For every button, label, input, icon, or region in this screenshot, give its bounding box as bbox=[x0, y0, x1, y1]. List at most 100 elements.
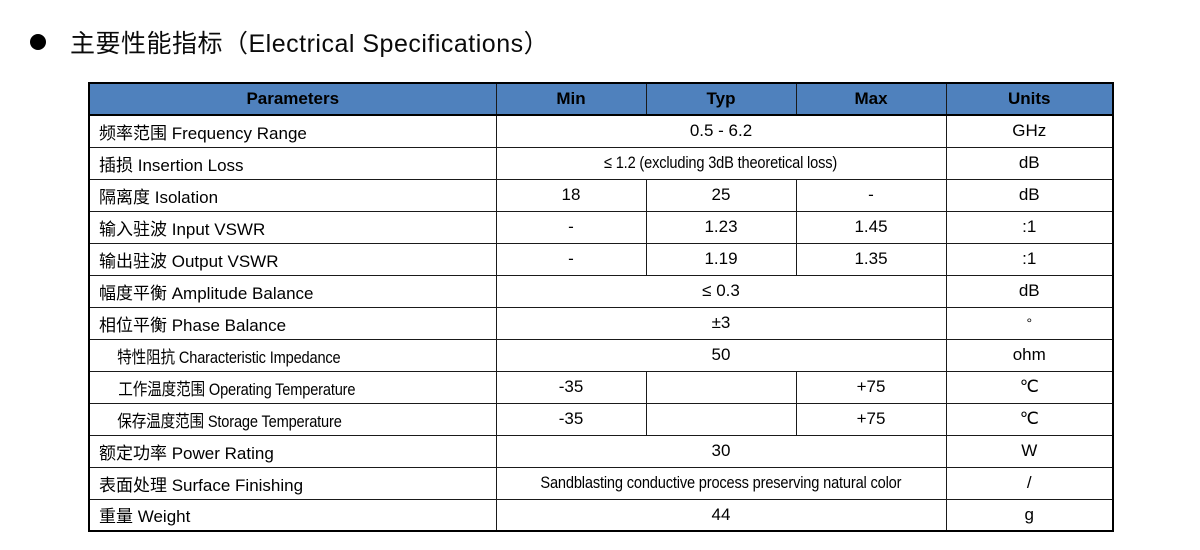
value-cell-text: ±3 bbox=[711, 313, 731, 332]
typ-cell-text: 1.19 bbox=[704, 249, 738, 268]
units-cell: dB bbox=[945, 274, 1114, 308]
max-cell: 1.45 bbox=[795, 210, 947, 244]
max-cell: - bbox=[795, 178, 947, 212]
table-row: 重量 Weight 44 g bbox=[88, 498, 1114, 532]
section-title: 主要性能指标（Electrical Specifications） bbox=[30, 24, 549, 60]
table-row: 输入驻波 Input VSWR - 1.23 1.45 :1 bbox=[88, 210, 1114, 244]
table-row: 保存温度范围 Storage Temperature -35 +75 ℃ bbox=[88, 402, 1114, 436]
min-cell: - bbox=[495, 210, 647, 244]
table-row: 幅度平衡 Amplitude Balance ≤ 0.3 dB bbox=[88, 274, 1114, 308]
max-cell-text: - bbox=[868, 185, 874, 204]
param-cell-text: 特性阻抗 Characteristic Impedance bbox=[117, 347, 341, 367]
units-cell-text: :1 bbox=[1022, 249, 1037, 268]
param-cell-text: 保存温度范围 Storage Temperature bbox=[117, 411, 342, 431]
min-cell: 18 bbox=[495, 178, 647, 212]
param-cell: 隔离度 Isolation bbox=[88, 178, 497, 212]
table-row: 频率范围 Frequency Range 0.5 - 6.2 GHz bbox=[88, 114, 1114, 148]
units-cell: ℃ bbox=[945, 402, 1114, 436]
table-row: 输出驻波 Output VSWR - 1.19 1.35 :1 bbox=[88, 242, 1114, 276]
header-row: Parameters Min Typ Max Units bbox=[88, 82, 1114, 116]
circle-bullet-icon bbox=[30, 34, 46, 50]
param-cell: 额定功率 Power Rating bbox=[88, 434, 497, 468]
units-cell: ℃ bbox=[945, 370, 1114, 404]
min-cell-text: - bbox=[568, 217, 574, 236]
units-cell-text: g bbox=[1024, 504, 1034, 524]
param-cell: 相位平衡 Phase Balance bbox=[88, 306, 497, 340]
param-cell: 插损 Insertion Loss bbox=[88, 146, 497, 180]
param-cell-text: 工作温度范围 Operating Temperature bbox=[118, 379, 356, 399]
param-cell: 幅度平衡 Amplitude Balance bbox=[88, 274, 497, 308]
value-cell-text: Sandblasting conductive process preservi… bbox=[540, 473, 902, 492]
units-cell-text: / bbox=[1026, 473, 1032, 492]
units-cell-text: :1 bbox=[1022, 217, 1037, 236]
units-cell: dB bbox=[945, 146, 1114, 180]
param-cell-text: 输出驻波 Output VSWR bbox=[99, 251, 279, 271]
max-cell-text: 1.45 bbox=[854, 217, 888, 236]
typ-cell bbox=[645, 370, 797, 404]
max-cell-text: +75 bbox=[856, 409, 886, 428]
units-cell: dB bbox=[945, 178, 1114, 212]
value-cell-text: 44 bbox=[711, 504, 731, 524]
min-cell-text: - bbox=[568, 249, 574, 268]
table-row: 特性阻抗 Characteristic Impedance 50 ohm bbox=[88, 338, 1114, 372]
param-cell-text: 表面处理 Surface Finishing bbox=[99, 475, 304, 495]
value-cell: ≤ 0.3 bbox=[495, 274, 947, 308]
typ-cell: 1.19 bbox=[645, 242, 797, 276]
param-cell: 特性阻抗 Characteristic Impedance bbox=[88, 338, 497, 372]
units-cell-text: W bbox=[1021, 441, 1038, 460]
param-cell: 工作温度范围 Operating Temperature bbox=[88, 370, 497, 404]
max-cell: +75 bbox=[795, 370, 947, 404]
typ-cell bbox=[645, 402, 797, 436]
units-cell: / bbox=[945, 466, 1114, 500]
max-cell: +75 bbox=[795, 402, 947, 436]
param-cell-text: 隔离度 Isolation bbox=[99, 187, 219, 207]
units-cell-text: ℃ bbox=[1019, 377, 1039, 396]
param-cell: 保存温度范围 Storage Temperature bbox=[88, 402, 497, 436]
table-row: 工作温度范围 Operating Temperature -35 +75 ℃ bbox=[88, 370, 1114, 404]
param-cell-text: 幅度平衡 Amplitude Balance bbox=[99, 283, 314, 303]
param-cell-text: 插损 Insertion Loss bbox=[99, 155, 244, 175]
units-cell: ohm bbox=[945, 338, 1114, 372]
units-cell-text: ohm bbox=[1012, 345, 1046, 364]
table-row: 表面处理 Surface Finishing Sandblasting condu… bbox=[88, 466, 1114, 500]
units-cell: GHz bbox=[945, 114, 1114, 148]
units-cell: :1 bbox=[945, 242, 1114, 276]
value-cell-text: ≤ 1.2 (excluding 3dB theoretical loss) bbox=[604, 153, 838, 172]
param-cell-text: 输入驻波 Input VSWR bbox=[99, 219, 266, 239]
units-cell-text: GHz bbox=[1012, 121, 1047, 141]
header-max: Max bbox=[795, 82, 947, 116]
value-cell-text: 50 bbox=[711, 345, 731, 364]
units-cell: :1 bbox=[945, 210, 1114, 244]
min-cell-text: -35 bbox=[558, 377, 584, 396]
units-cell-text: ℃ bbox=[1019, 409, 1039, 428]
max-cell: 1.35 bbox=[795, 242, 947, 276]
param-cell: 重量 Weight bbox=[88, 498, 497, 532]
typ-cell: 1.23 bbox=[645, 210, 797, 244]
param-cell: 频率范围 Frequency Range bbox=[88, 114, 497, 148]
value-cell: Sandblasting conductive process preservi… bbox=[495, 466, 947, 500]
table-row: 插损 Insertion Loss ≤ 1.2 (excluding 3dB th… bbox=[88, 146, 1114, 180]
value-cell-text: 0.5 - 6.2 bbox=[689, 121, 753, 141]
units-cell: g bbox=[945, 498, 1114, 532]
value-cell: ±3 bbox=[495, 306, 947, 340]
value-cell: ≤ 1.2 (excluding 3dB theoretical loss) bbox=[495, 146, 947, 180]
units-cell-text: dB bbox=[1018, 185, 1040, 204]
typ-cell: 25 bbox=[645, 178, 797, 212]
value-cell: 50 bbox=[495, 338, 947, 372]
min-cell-text: -35 bbox=[558, 409, 584, 428]
param-cell: 输出驻波 Output VSWR bbox=[88, 242, 497, 276]
min-cell: - bbox=[495, 242, 647, 276]
table-row: 额定功率 Power Rating 30 W bbox=[88, 434, 1114, 468]
min-cell: -35 bbox=[495, 370, 647, 404]
header-parameters: Parameters bbox=[88, 82, 497, 116]
param-cell-text: 额定功率 Power Rating bbox=[99, 443, 274, 463]
header-min: Min bbox=[495, 82, 647, 116]
param-cell-text: 频率范围 Frequency Range bbox=[99, 123, 307, 143]
units-cell-text: dB bbox=[1018, 281, 1040, 300]
value-cell-text: 30 bbox=[711, 441, 731, 460]
max-cell-text: 1.35 bbox=[854, 249, 888, 268]
table-row: 相位平衡 Phase Balance ±3 ° bbox=[88, 306, 1114, 340]
electrical-specifications-table: Parameters Min Typ Max Units 频率范围 Freque… bbox=[88, 82, 1114, 532]
units-cell-text: dB bbox=[1018, 153, 1040, 172]
header-units: Units bbox=[945, 82, 1114, 116]
